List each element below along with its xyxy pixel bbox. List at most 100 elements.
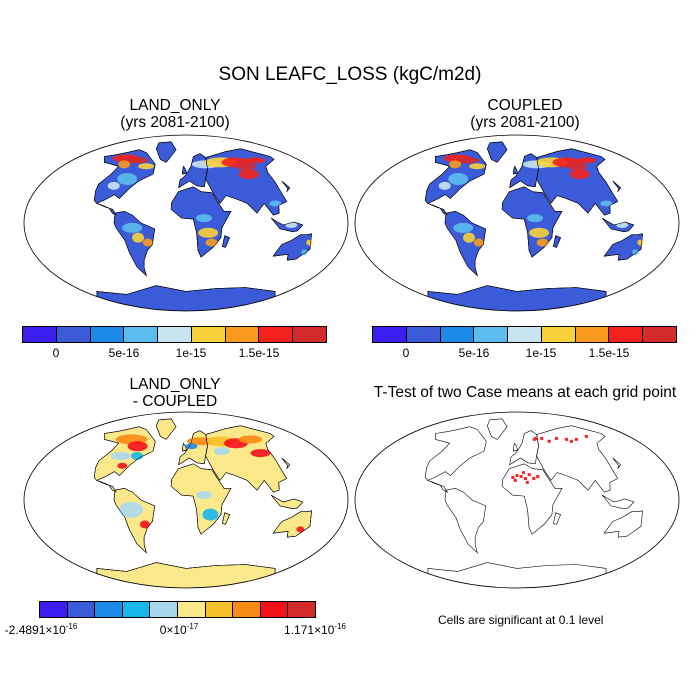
value-cell <box>576 157 597 164</box>
landmass-japan <box>612 457 622 469</box>
value-cell <box>296 526 305 533</box>
colorbar-swatch <box>259 327 294 342</box>
landmass-europe <box>509 430 539 466</box>
value-cell <box>139 520 150 529</box>
landmass-south-america <box>444 487 487 554</box>
colorbar-swatch <box>609 327 644 342</box>
map-ttest <box>354 411 680 589</box>
colorbar-swatch <box>205 602 234 617</box>
landmass-indonesia <box>601 494 635 510</box>
colorbar-tick-label: 1.5e-15 <box>588 346 630 360</box>
landmass-greenland <box>486 418 508 440</box>
colorbar-tick-label: 1.171×10-16 <box>284 622 346 637</box>
colorbar-tick-label: 1e-15 <box>175 346 207 360</box>
landmass-asia <box>536 425 619 493</box>
value-cell <box>124 157 149 164</box>
significant-cell <box>536 475 540 479</box>
significant-cell <box>513 478 517 482</box>
panel-title-line2: - COUPLED <box>132 393 218 410</box>
map-frame <box>354 134 680 312</box>
landmass-north-america <box>424 426 487 481</box>
significant-cell <box>521 471 525 475</box>
significant-cell <box>555 436 559 440</box>
significant-cell <box>532 476 536 480</box>
value-cell <box>202 508 219 521</box>
panel-title-line2: (yrs 2081-2100) <box>120 114 230 131</box>
map-frame <box>354 411 680 589</box>
value-cell <box>195 214 212 223</box>
ocean <box>355 135 679 311</box>
panel-title-line2: (yrs 2081-2100) <box>470 114 580 131</box>
value-cell <box>138 163 155 170</box>
colorbar-swatch <box>508 327 542 342</box>
value-cell <box>536 238 549 247</box>
value-cell <box>238 169 259 180</box>
colorbar-swatch <box>150 602 178 617</box>
colorbar-tick-label: 0 <box>52 346 60 360</box>
value-cell <box>454 291 535 302</box>
colorbar-tick-label: 0 <box>402 346 410 360</box>
landmass-antarctica <box>427 562 607 588</box>
significant-cell <box>534 436 538 440</box>
map-difference <box>23 411 349 589</box>
colorbar-swatch <box>23 327 57 342</box>
colorbar-swatch <box>260 602 289 617</box>
significant-cell <box>540 436 544 440</box>
value-cell <box>123 291 204 302</box>
colorbar-swatch <box>233 602 261 617</box>
value-cell <box>449 160 462 169</box>
significant-cell <box>547 439 551 443</box>
value-cell <box>301 249 308 256</box>
value-cell <box>142 238 153 247</box>
colorbar-swatch <box>293 327 327 342</box>
value-cell <box>185 443 198 450</box>
value-cell <box>238 435 263 444</box>
value-cell <box>632 249 639 256</box>
colorbar-swatch <box>373 327 407 342</box>
landmass-uk <box>513 442 518 452</box>
colorbar-swatch <box>90 327 125 342</box>
value-cell <box>198 227 219 238</box>
panel-title-line1: LAND_ONLY <box>129 376 221 393</box>
panel-title-difference: LAND_ONLY - COUPLED <box>75 376 275 410</box>
colorbar-tick-label: 0×10-17 <box>159 622 199 637</box>
value-cell <box>235 162 256 171</box>
colorbar-swatch <box>406 327 441 342</box>
panel-title-line1: LAND_ONLY <box>129 97 221 114</box>
value-cell <box>107 181 120 190</box>
value-cell <box>205 238 218 247</box>
colorbar-swatch <box>124 327 159 342</box>
value-cell <box>526 214 543 223</box>
colorbar-land-only <box>22 326 327 343</box>
value-cell <box>118 501 143 518</box>
colorbar-tick-label: 1.5e-15 <box>238 346 280 360</box>
colorbar-swatch <box>177 602 206 617</box>
value-cell <box>448 173 469 185</box>
colorbar-swatch <box>575 327 610 342</box>
value-cell <box>473 238 484 247</box>
figure-title: SON LEAFC_LOSS (kgC/m2d) <box>218 64 482 85</box>
map-coupled <box>354 134 680 312</box>
panel-title-line1: T-Test of two Case means at each grid po… <box>373 384 677 401</box>
significant-cell <box>519 475 523 479</box>
value-cell <box>469 163 486 170</box>
value-cell <box>250 449 271 458</box>
colorbar-swatch <box>67 602 96 617</box>
colorbar-difference <box>39 601 316 618</box>
colorbar-swatch <box>288 602 315 617</box>
colorbar-swatch <box>56 327 91 342</box>
value-cell <box>245 157 266 164</box>
colorbar-swatch <box>95 602 123 617</box>
value-cell <box>132 232 145 243</box>
colorbar-swatch <box>474 327 509 342</box>
significant-cell <box>511 476 515 480</box>
significant-cell <box>525 480 529 484</box>
panel-title-line1: COUPLED <box>487 97 563 114</box>
landmass-central-america <box>427 480 449 493</box>
value-cell <box>195 491 212 500</box>
panel-title-land-only: LAND_ONLY (yrs 2081-2100) <box>75 97 275 131</box>
value-cell <box>117 173 138 185</box>
value-cell <box>130 452 143 460</box>
value-cell <box>122 222 143 233</box>
value-cell <box>529 227 550 238</box>
